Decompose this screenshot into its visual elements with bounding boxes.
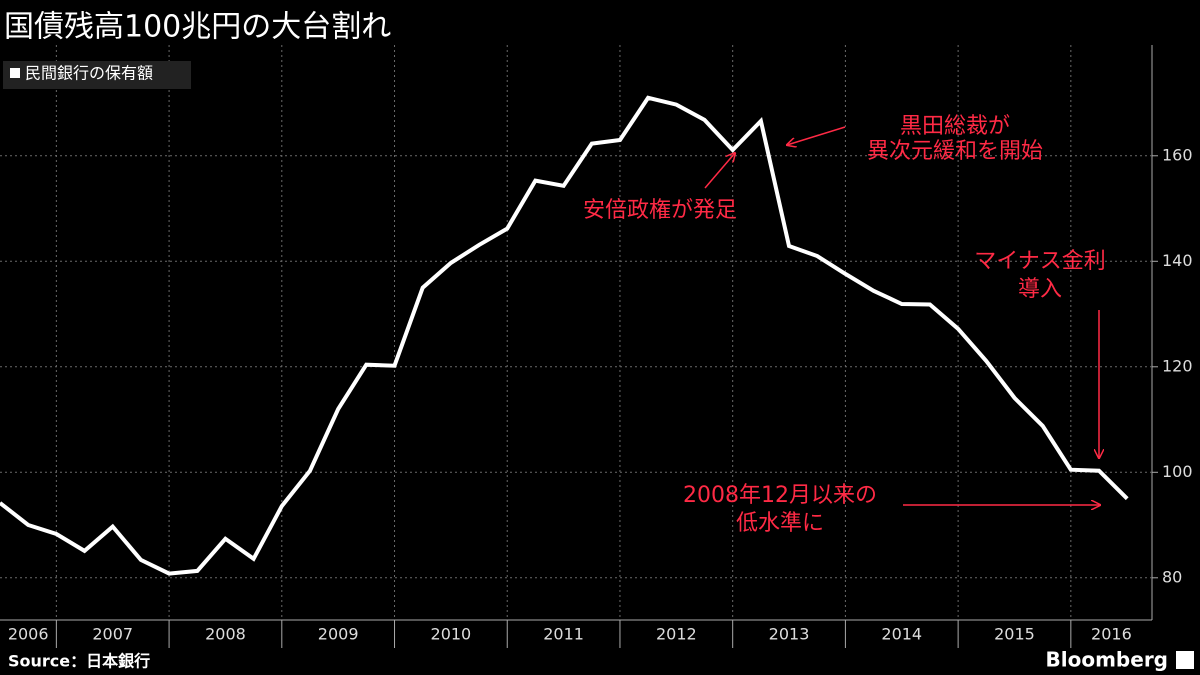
annotation: 導入 <box>1018 277 1062 302</box>
source: Source：日本銀行 <box>8 652 150 671</box>
y-tick-label: 140 <box>1162 251 1193 270</box>
annotation: 黒田総裁が <box>900 114 1010 139</box>
y-tick-label: 120 <box>1162 356 1193 375</box>
legend-swatch <box>10 68 20 78</box>
y-tick-label: 160 <box>1162 145 1193 164</box>
brand: Bloomberg <box>1046 648 1168 672</box>
line <box>0 95 1129 576</box>
annotation: 2008年12月以来の <box>683 483 877 508</box>
y-tick-label: 100 <box>1162 462 1193 481</box>
annotation: 低水準に <box>736 511 824 536</box>
annotation: 安倍政権が発足 <box>583 198 737 223</box>
annotation: 異次元緩和を開始 <box>867 139 1043 164</box>
legend-box <box>3 61 191 89</box>
x-tick-label: 2008 <box>205 625 246 644</box>
annotation-arrow <box>787 126 846 145</box>
x-tick-label: 2010 <box>431 625 472 644</box>
y-tick-label: 80 <box>1162 567 1182 586</box>
x-tick-label: 2009 <box>318 625 359 644</box>
x-tick-label: 2012 <box>656 625 697 644</box>
x-tick-label: 2006 <box>8 625 49 644</box>
annotation-arrow <box>704 153 735 189</box>
x-tick-label: 2013 <box>769 625 810 644</box>
legend-label: 民間銀行の保有額 <box>25 64 153 83</box>
x-tick-label: 2007 <box>92 625 133 644</box>
x-tick-label: 2015 <box>994 625 1035 644</box>
x-tick-label: 2011 <box>543 625 584 644</box>
chart-title: 国債残高100兆円の大台割れ <box>4 10 391 45</box>
x-tick-label: 2016 <box>1091 625 1132 644</box>
annotation: マイナス金利 <box>974 249 1106 274</box>
brand-icon <box>1176 651 1194 669</box>
x-tick-label: 2014 <box>881 625 922 644</box>
